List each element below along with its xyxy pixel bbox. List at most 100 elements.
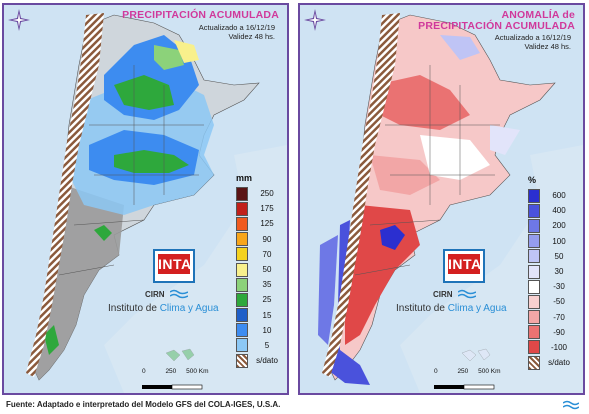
- legend-swatch: [236, 262, 248, 277]
- legend-entry: 125: [236, 216, 278, 231]
- cirn-label: CIRN: [145, 290, 165, 299]
- institute-prefix: Instituto de: [396, 303, 448, 314]
- title-line-1: PRECIPITACIÓN ACUMULADA: [122, 9, 279, 21]
- compass-rose-icon: [8, 9, 30, 31]
- legend-label: -90: [553, 327, 565, 337]
- legend-label: 175: [260, 204, 274, 214]
- legend-swatch: [528, 203, 540, 218]
- scale-tick-250: 250: [457, 368, 469, 375]
- wave-icon: [458, 289, 476, 299]
- title-line-1: ANOMALÍA de: [501, 9, 575, 21]
- legend-entry: 50: [236, 262, 278, 277]
- legend-label: s/dato: [256, 356, 278, 366]
- updated-date: Actualizado a 16/12/19: [198, 23, 275, 32]
- legend-swatch: [236, 186, 248, 201]
- legend-entry: 25: [236, 292, 278, 307]
- legend-label: 30: [554, 267, 564, 277]
- legend-swatch: [236, 201, 248, 216]
- scale-bar-graphic: [434, 384, 495, 390]
- map-title: ANOMALÍA de PRECIPITACIÓN ACUMULADA: [418, 10, 575, 32]
- legend-swatch: [528, 264, 540, 279]
- legend-unit: mm: [236, 173, 253, 183]
- legend-entry: 200: [528, 218, 570, 233]
- legend-swatch: [528, 188, 540, 203]
- institute-prefix: Instituto de: [108, 303, 160, 314]
- legend-swatch: [528, 325, 540, 340]
- scale-bar: 0 250 500 Km: [434, 368, 514, 393]
- legend-entry: 50: [528, 249, 570, 264]
- wave-logo-icon: [563, 400, 579, 410]
- map-title: PRECIPITACIÓN ACUMULADA: [122, 10, 279, 21]
- legend-entry: -50: [528, 294, 570, 309]
- institute-highlight: Clima y Agua: [447, 303, 507, 314]
- legend-swatch: [528, 340, 540, 355]
- legend-entry: -90: [528, 325, 570, 340]
- legend-label: 10: [262, 325, 272, 335]
- institute-label: Instituto de Clima y Agua: [396, 303, 507, 314]
- legend-entry: 35: [236, 277, 278, 292]
- scale-tick-500: 500 Km: [186, 368, 209, 375]
- anomaly-map-panel: ANOMALÍA de PRECIPITACIÓN ACUMULADA Actu…: [298, 3, 585, 395]
- legend-entry: 5: [236, 338, 278, 353]
- scale-bar: 0 250 500 Km: [142, 368, 222, 393]
- legend-entry: 400: [528, 203, 570, 218]
- legend-entry: 90: [236, 232, 278, 247]
- legend-swatch: [236, 323, 248, 338]
- institute-highlight: Clima y Agua: [159, 303, 219, 314]
- inta-logo: INTA: [153, 249, 195, 283]
- anomaly-legend: % 600 400 200 100 50 30 -30 -50 -70 -90 -100 s/dato: [528, 175, 570, 370]
- validity: Validez 48 hs.: [228, 32, 275, 41]
- legend-label: 5: [264, 340, 270, 350]
- legend-entry: 30: [528, 264, 570, 279]
- legend-unit: %: [528, 175, 537, 185]
- legend-swatch: [528, 355, 540, 370]
- map-meta: Actualizado a 16/12/19 Validez 48 hs.: [199, 23, 275, 41]
- legend-label: 35: [262, 280, 272, 290]
- legend-swatch: [236, 308, 248, 323]
- legend-label: -100: [550, 342, 567, 352]
- legend-entry: 100: [528, 234, 570, 249]
- updated-date: Actualizado a 16/12/19: [494, 33, 571, 42]
- scale-tick-500: 500 Km: [478, 368, 501, 375]
- legend-entry: -30: [528, 279, 570, 294]
- scale-bar-graphic: [142, 384, 203, 390]
- legend-entry: s/dato: [528, 355, 570, 370]
- legend-entry: -70: [528, 310, 570, 325]
- scale-tick-0: 0: [434, 368, 438, 375]
- legend-entry: 15: [236, 308, 278, 323]
- legend-label: 25: [262, 295, 272, 305]
- scale-ticks: 0 250 500 Km: [142, 368, 242, 375]
- inta-logo-text: INTA: [158, 254, 192, 274]
- legend-swatch: [528, 310, 540, 325]
- scale-tick-0: 0: [142, 368, 146, 375]
- legend-entry: 600: [528, 188, 570, 203]
- legend-label: 15: [262, 310, 272, 320]
- legend-label: 400: [552, 206, 566, 216]
- legend-label: 250: [260, 189, 274, 199]
- legend-entry: 10: [236, 323, 278, 338]
- legend-label: 70: [262, 249, 272, 259]
- scale-tick-250: 250: [165, 368, 177, 375]
- legend-label: 50: [262, 265, 272, 275]
- footer: Fuente: Adaptado e interpretado del Mode…: [0, 397, 589, 414]
- title-line-2: PRECIPITACIÓN ACUMULADA: [418, 20, 575, 32]
- cirn-label: CIRN: [433, 290, 453, 299]
- legend-swatch: [528, 279, 540, 294]
- footer-source: Fuente: Adaptado e interpretado del Mode…: [6, 400, 281, 409]
- precipitation-map-panel: PRECIPITACIÓN ACUMULADA Actualizado a 16…: [2, 3, 289, 395]
- legend-label: s/dato: [548, 358, 570, 368]
- legend-label: -70: [553, 312, 565, 322]
- legend-label: 125: [260, 219, 274, 229]
- inta-logo: INTA: [443, 249, 485, 283]
- scale-ticks: 0 250 500 Km: [434, 368, 534, 375]
- legend-swatch: [236, 232, 248, 247]
- legend-swatch: [236, 216, 248, 231]
- legend-swatch: [236, 353, 248, 368]
- legend-label: 100: [552, 236, 566, 246]
- legend-swatch: [528, 249, 540, 264]
- legend-entry: -100: [528, 340, 570, 355]
- inta-logo-text: INTA: [448, 254, 482, 274]
- legend-swatch: [528, 218, 540, 233]
- legend-swatch: [236, 247, 248, 262]
- legend-entry: 70: [236, 247, 278, 262]
